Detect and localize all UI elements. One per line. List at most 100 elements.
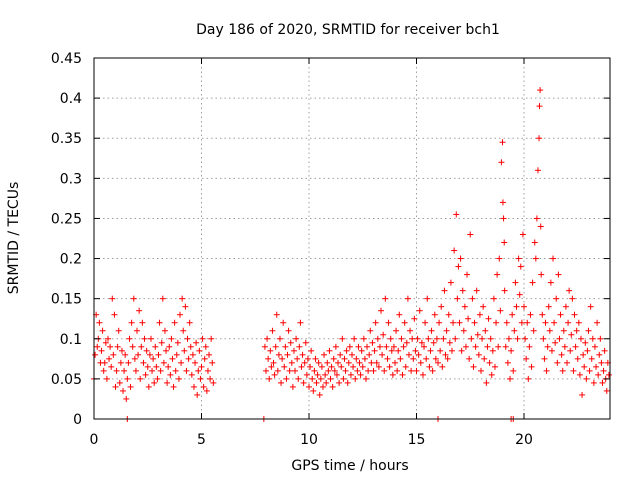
data-point bbox=[499, 199, 506, 206]
data-point bbox=[272, 343, 279, 350]
data-point bbox=[487, 335, 494, 342]
data-point bbox=[322, 371, 329, 378]
data-point bbox=[352, 375, 359, 382]
data-point bbox=[483, 379, 490, 386]
data-point bbox=[475, 351, 482, 358]
data-point bbox=[94, 343, 101, 350]
data-point bbox=[340, 375, 347, 382]
data-point bbox=[357, 371, 364, 378]
data-point bbox=[590, 379, 597, 386]
data-point bbox=[292, 367, 299, 374]
data-point bbox=[537, 87, 544, 94]
data-point bbox=[314, 371, 321, 378]
data-point bbox=[169, 355, 176, 362]
data-point bbox=[188, 371, 195, 378]
data-point bbox=[426, 363, 433, 370]
data-point bbox=[451, 247, 458, 254]
data-point bbox=[427, 347, 434, 354]
data-point bbox=[372, 319, 379, 326]
data-point bbox=[545, 303, 552, 310]
data-point bbox=[404, 295, 411, 302]
data-point bbox=[428, 327, 435, 334]
data-point bbox=[186, 319, 193, 326]
data-point bbox=[599, 379, 606, 386]
data-point bbox=[261, 343, 268, 350]
data-point bbox=[431, 311, 438, 318]
data-point bbox=[411, 315, 418, 322]
data-point bbox=[414, 335, 421, 342]
data-point bbox=[355, 343, 362, 350]
data-point bbox=[448, 347, 455, 354]
data-point bbox=[484, 343, 491, 350]
data-point bbox=[476, 311, 483, 318]
data-point bbox=[286, 367, 293, 374]
y-tick-label: 0.1 bbox=[60, 332, 82, 348]
data-point bbox=[446, 339, 453, 346]
data-point bbox=[265, 355, 272, 362]
data-point bbox=[198, 363, 205, 370]
data-point bbox=[527, 311, 534, 318]
data-point bbox=[336, 379, 343, 386]
data-point bbox=[457, 255, 464, 262]
data-point bbox=[358, 347, 365, 354]
data-point bbox=[401, 319, 408, 326]
data-point bbox=[361, 355, 368, 362]
data-point bbox=[293, 335, 300, 342]
data-point bbox=[106, 355, 113, 362]
data-point bbox=[122, 351, 129, 358]
data-point bbox=[497, 307, 504, 314]
data-point bbox=[465, 315, 472, 322]
data-point bbox=[315, 359, 322, 366]
data-point bbox=[514, 335, 521, 342]
data-point bbox=[269, 327, 276, 334]
data-point bbox=[181, 347, 188, 354]
data-point bbox=[359, 363, 366, 370]
data-point bbox=[203, 387, 210, 394]
data-point bbox=[551, 319, 558, 326]
data-point bbox=[297, 319, 304, 326]
data-point bbox=[496, 255, 503, 262]
x-tick-label: 20 bbox=[515, 432, 533, 448]
data-point bbox=[130, 295, 137, 302]
data-point bbox=[454, 295, 461, 302]
data-point bbox=[306, 383, 312, 390]
data-point bbox=[493, 319, 500, 326]
data-point bbox=[353, 355, 360, 362]
data-point bbox=[101, 359, 108, 366]
data-point bbox=[422, 319, 429, 326]
data-point bbox=[270, 359, 277, 366]
data-point bbox=[131, 355, 138, 362]
data-point bbox=[508, 347, 515, 354]
data-point bbox=[335, 359, 342, 366]
data-point bbox=[92, 351, 99, 358]
data-point bbox=[573, 327, 580, 334]
data-point bbox=[539, 311, 546, 318]
data-point bbox=[343, 347, 350, 354]
data-point bbox=[581, 363, 588, 370]
data-point bbox=[553, 295, 560, 302]
data-point bbox=[530, 327, 537, 334]
data-point bbox=[345, 359, 352, 366]
data-point bbox=[124, 375, 131, 382]
data-point bbox=[554, 359, 561, 366]
data-point bbox=[416, 307, 423, 314]
data-point bbox=[104, 335, 111, 342]
data-point bbox=[510, 367, 517, 374]
data-point bbox=[488, 371, 495, 378]
data-point bbox=[299, 351, 306, 358]
data-point bbox=[486, 359, 493, 366]
data-point bbox=[168, 335, 175, 342]
data-point bbox=[127, 383, 134, 390]
data-point bbox=[392, 359, 398, 366]
data-point bbox=[408, 367, 415, 374]
data-point bbox=[344, 379, 351, 386]
data-point bbox=[384, 355, 391, 362]
data-point bbox=[129, 343, 136, 350]
data-point bbox=[380, 331, 387, 338]
data-points bbox=[91, 87, 612, 422]
data-point bbox=[439, 363, 446, 370]
data-point bbox=[366, 351, 373, 358]
data-point bbox=[605, 371, 612, 378]
data-point bbox=[114, 343, 121, 350]
data-point bbox=[438, 303, 445, 310]
